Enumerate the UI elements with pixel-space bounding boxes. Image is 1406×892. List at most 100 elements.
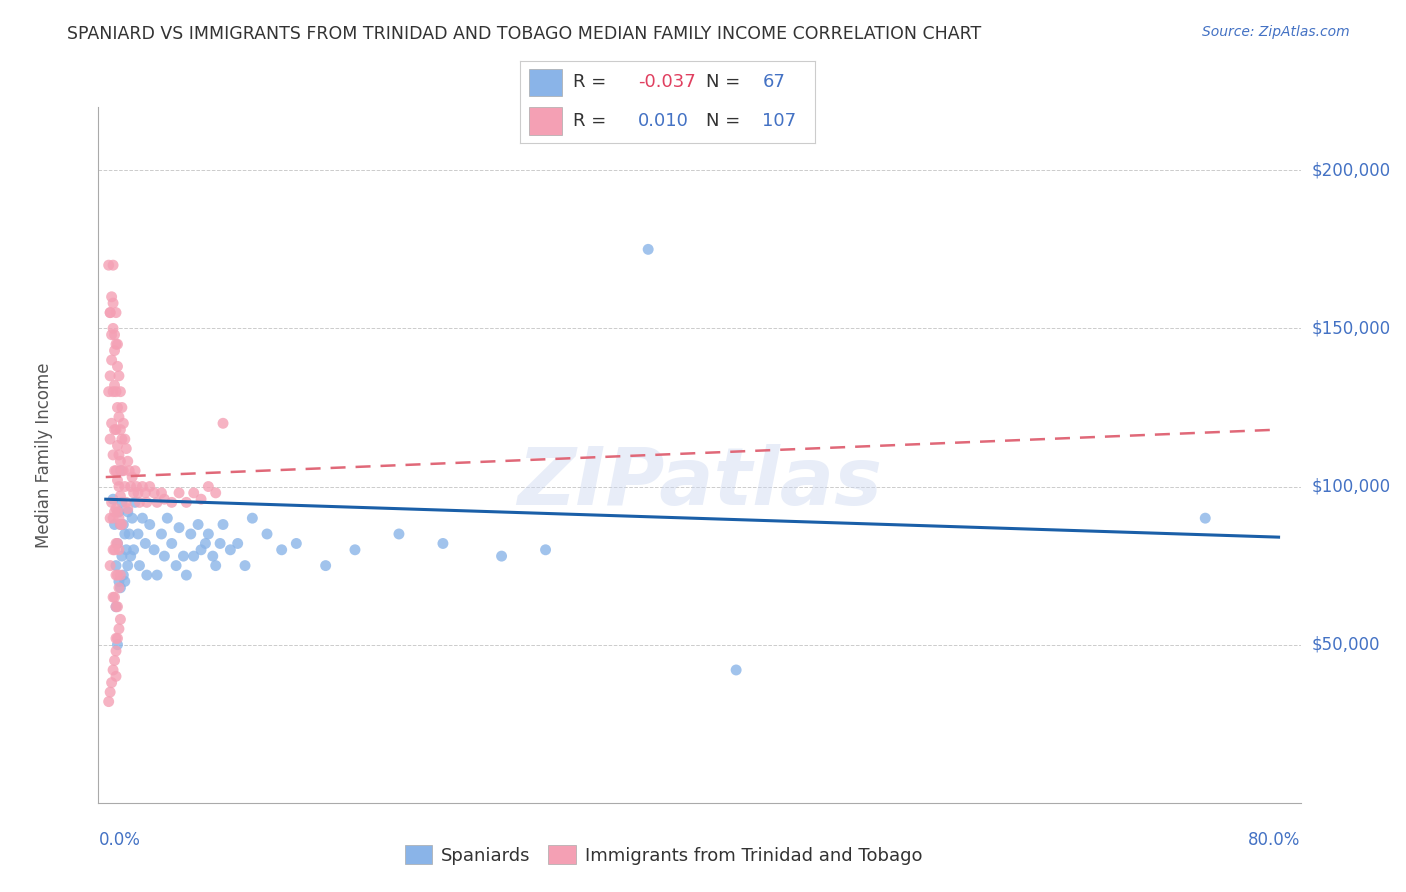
Point <box>160 495 183 509</box>
Point <box>111 549 134 563</box>
Text: ZIPatlas: ZIPatlas <box>517 443 882 522</box>
Point <box>128 558 150 573</box>
Point <box>134 536 156 550</box>
Point <box>190 542 212 557</box>
Point <box>270 542 292 557</box>
Point <box>105 464 128 478</box>
Point <box>108 479 131 493</box>
Point <box>107 401 129 415</box>
Point <box>143 486 166 500</box>
Text: $200,000: $200,000 <box>1312 161 1391 179</box>
Point <box>110 489 132 503</box>
Point <box>97 258 120 272</box>
Text: R =: R = <box>574 112 606 130</box>
Text: N =: N = <box>706 73 741 91</box>
Point <box>114 479 136 493</box>
Point <box>101 591 124 605</box>
Point <box>135 568 157 582</box>
Point <box>117 501 139 516</box>
Point <box>212 517 235 532</box>
Point <box>105 384 128 399</box>
Point <box>219 542 242 557</box>
Point <box>103 343 125 358</box>
Point <box>111 517 134 532</box>
Point <box>107 638 129 652</box>
Bar <box>529 107 561 135</box>
Point <box>491 549 513 563</box>
Point <box>108 448 131 462</box>
Point <box>134 486 156 500</box>
Point <box>97 695 120 709</box>
Point <box>146 495 169 509</box>
Point <box>114 574 136 589</box>
Point <box>107 632 129 646</box>
Text: Source: ZipAtlas.com: Source: ZipAtlas.com <box>1202 25 1350 39</box>
Point <box>176 568 198 582</box>
Point <box>153 492 176 507</box>
Point <box>98 432 121 446</box>
Point <box>131 479 153 493</box>
Point <box>117 454 139 468</box>
Point <box>1194 511 1216 525</box>
Point <box>105 644 128 658</box>
Point <box>105 599 128 614</box>
Point <box>127 486 149 500</box>
Point <box>108 368 131 383</box>
Point <box>108 542 131 557</box>
Point <box>112 464 135 478</box>
Point <box>101 542 124 557</box>
Point <box>240 511 263 525</box>
Point <box>117 558 139 573</box>
Point <box>105 536 128 550</box>
Point <box>105 501 128 516</box>
Point <box>103 464 125 478</box>
Point <box>105 558 128 573</box>
Point <box>107 599 129 614</box>
Point <box>194 536 217 550</box>
Point <box>432 536 454 550</box>
Point <box>128 495 150 509</box>
Point <box>115 442 138 456</box>
Point <box>105 568 128 582</box>
Point <box>121 511 143 525</box>
Text: R =: R = <box>574 73 606 91</box>
Point <box>115 542 138 557</box>
Point <box>105 632 128 646</box>
Point <box>637 243 659 257</box>
Text: $150,000: $150,000 <box>1312 319 1391 337</box>
Point <box>100 327 122 342</box>
Point <box>131 511 153 525</box>
Point <box>101 663 124 677</box>
Point <box>153 549 176 563</box>
Point <box>150 527 173 541</box>
Point <box>105 305 128 319</box>
Point <box>111 495 134 509</box>
Point <box>101 384 124 399</box>
Point <box>233 558 256 573</box>
Point <box>101 448 124 462</box>
Point <box>98 558 121 573</box>
Point <box>183 549 205 563</box>
Point <box>197 527 219 541</box>
Point <box>107 536 129 550</box>
Point <box>156 511 179 525</box>
Text: 67: 67 <box>762 73 785 91</box>
Point <box>114 527 136 541</box>
Point <box>201 549 224 563</box>
Point <box>110 464 132 478</box>
Point <box>107 568 129 582</box>
Point <box>725 663 748 677</box>
Point <box>103 542 125 557</box>
Point <box>110 517 132 532</box>
Point <box>121 470 143 484</box>
Point <box>124 464 146 478</box>
Point <box>146 568 169 582</box>
Point <box>98 685 121 699</box>
Point <box>107 536 129 550</box>
Point <box>138 479 160 493</box>
Point <box>120 479 142 493</box>
Text: $50,000: $50,000 <box>1312 636 1381 654</box>
Point <box>112 568 135 582</box>
Point <box>105 669 128 683</box>
Point <box>115 495 138 509</box>
